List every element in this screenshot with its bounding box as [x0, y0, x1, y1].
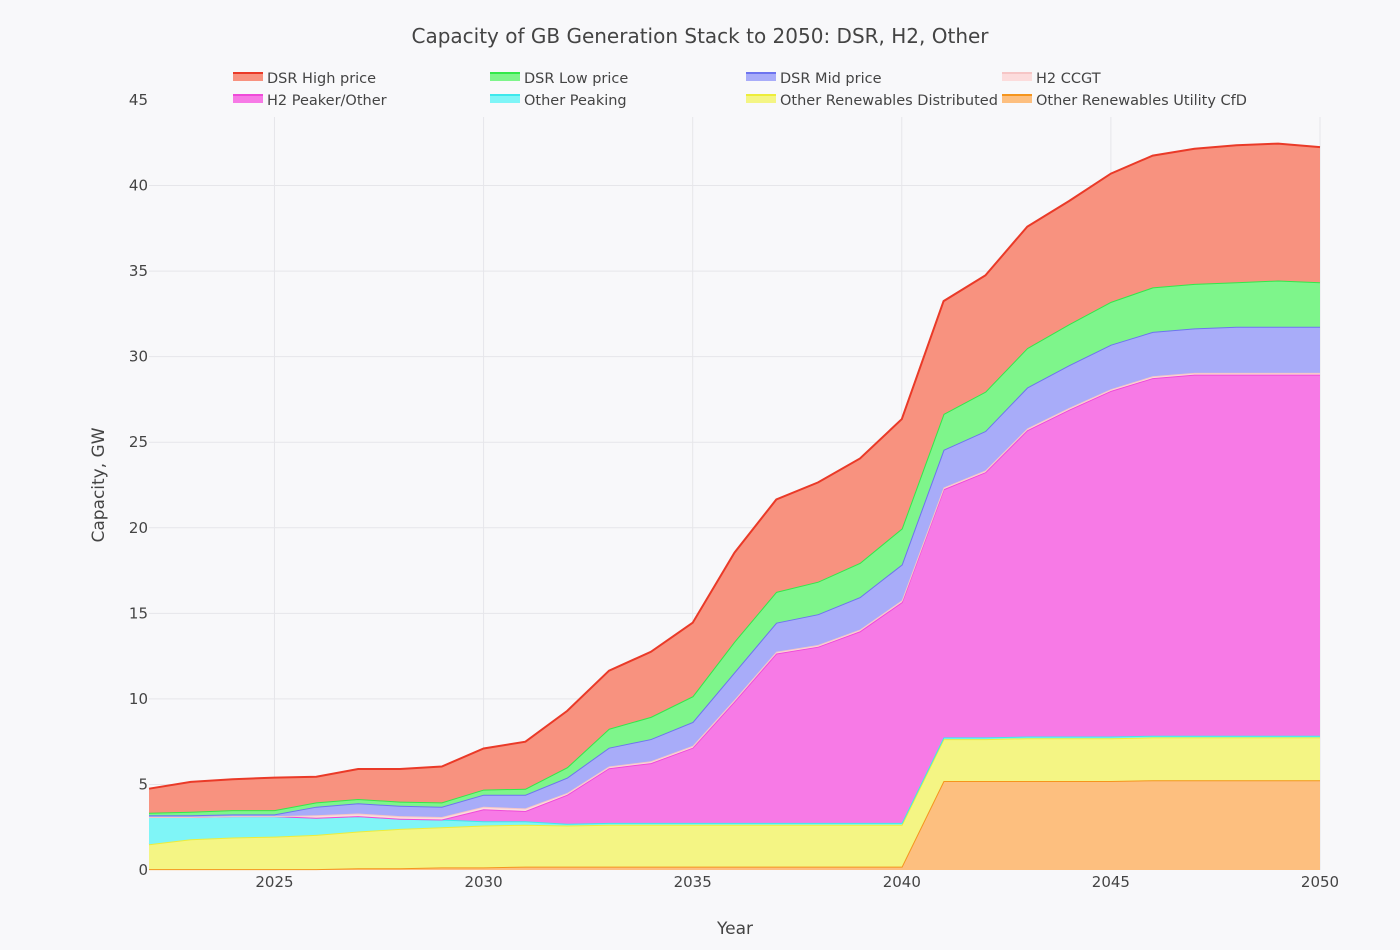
chart-title: Capacity of GB Generation Stack to 2050:… — [411, 24, 989, 48]
area-other-renewables-utility-cfd[interactable] — [149, 780, 1320, 870]
x-axis-title: Year — [716, 919, 753, 939]
area-h2-peaker-other[interactable] — [149, 374, 1320, 824]
line-dsr-high-price — [148, 142, 1321, 790]
legend-label: Other Renewables Distributed — [780, 93, 998, 109]
area-other-renewables-distributed[interactable] — [149, 737, 1320, 870]
legend-label: Other Peaking — [524, 93, 627, 109]
y-tick-label: 10 — [129, 690, 148, 708]
legend-item-h2-ccgt[interactable]: H2 CCGT — [1002, 71, 1101, 87]
y-tick-label: 15 — [129, 604, 148, 622]
legend-swatch — [490, 95, 520, 103]
legend-item-other-peaking[interactable]: Other Peaking — [490, 93, 627, 109]
legend[interactable]: DSR High price DSR Low price DSR Mid price… — [233, 71, 1247, 109]
legend-swatch — [746, 73, 776, 81]
y-tick-label: 5 — [138, 775, 148, 793]
legend-swatch — [233, 95, 263, 103]
x-tick-label: 2035 — [674, 873, 712, 891]
legend-swatch — [233, 73, 263, 81]
x-tick-label: 2025 — [255, 873, 293, 891]
y-tick-label: 30 — [129, 348, 148, 366]
x-tick-label: 2030 — [464, 873, 502, 891]
legend-swatch — [490, 73, 520, 81]
legend-item-dsr-mid-price[interactable]: DSR Mid price — [746, 71, 882, 87]
legend-item-dsr-high-price[interactable]: DSR High price — [233, 71, 376, 87]
area-other-peaking[interactable] — [149, 735, 1320, 845]
y-tick-label: 0 — [138, 861, 148, 879]
y-tick-label: 35 — [129, 262, 148, 280]
legend-item-dsr-low-price[interactable]: DSR Low price — [490, 71, 628, 87]
legend-label: H2 CCGT — [1036, 71, 1101, 87]
y-tick-label: 40 — [129, 177, 148, 195]
legend-item-other-renewables-distributed[interactable]: Other Renewables Distributed — [746, 93, 998, 109]
y-tick-label: 25 — [129, 433, 148, 451]
legend-swatch — [1002, 73, 1032, 81]
legend-label: Other Renewables Utility CfD — [1036, 93, 1247, 109]
y-tick-label: 20 — [129, 519, 148, 537]
legend-label: DSR Low price — [524, 71, 628, 87]
plot-area — [148, 142, 1321, 871]
legend-swatch — [746, 95, 776, 103]
axes: 2025 2030 2035 2040 2045 20500510152025303540… — [129, 91, 1339, 891]
legend-item-h2-peaker-other[interactable]: H2 Peaker/Other — [233, 93, 387, 109]
x-tick-label: 2040 — [883, 873, 921, 891]
legend-item-other-renewables-utility-cfd[interactable]: Other Renewables Utility CfD — [1002, 93, 1247, 109]
y-axis-title: Capacity, GW — [89, 427, 109, 542]
legend-label: DSR Mid price — [780, 71, 882, 87]
x-tick-label: 2045 — [1092, 873, 1130, 891]
area-dsr-high-price[interactable] — [149, 143, 1320, 813]
x-tick-label: 2050 — [1301, 873, 1339, 891]
legend-label: H2 Peaker/Other — [267, 93, 387, 109]
y-tick-label: 45 — [129, 91, 148, 109]
legend-label: DSR High price — [267, 71, 376, 87]
legend-swatch — [1002, 95, 1032, 103]
